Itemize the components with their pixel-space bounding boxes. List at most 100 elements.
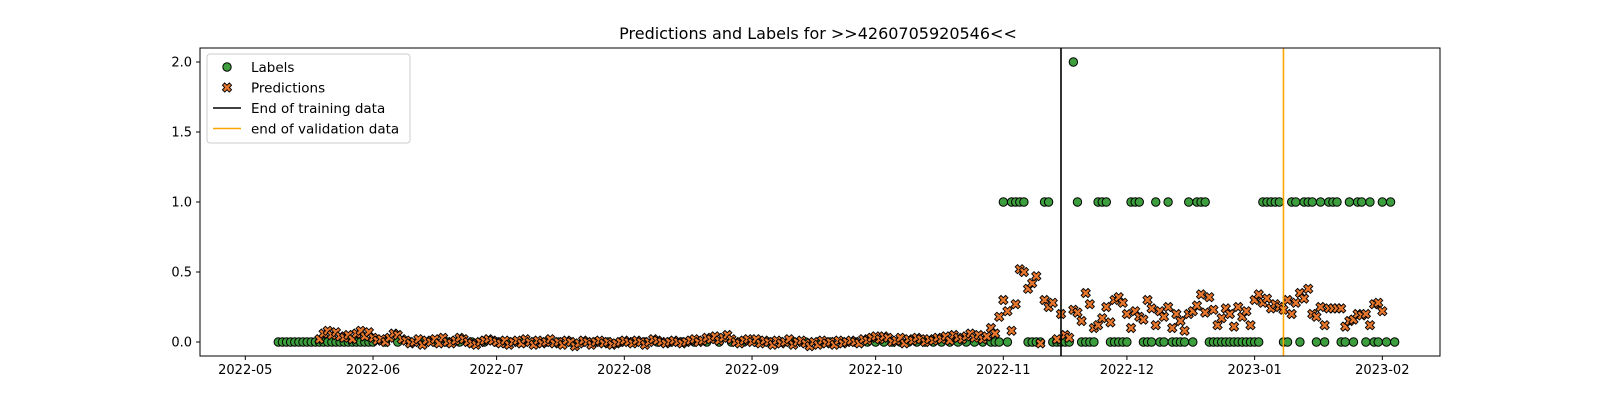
legend-entry: End of training data xyxy=(213,101,385,117)
label-point xyxy=(1184,197,1194,207)
prediction-point xyxy=(993,311,1005,323)
legend-marker-circle xyxy=(222,62,232,72)
prediction-point xyxy=(1179,325,1190,337)
prediction-point xyxy=(1076,315,1087,327)
prediction-point xyxy=(1117,297,1129,309)
label-point xyxy=(1315,197,1326,207)
x-tick-label: 2022-07 xyxy=(469,363,523,378)
label-point xyxy=(1319,337,1330,347)
legend-entry: end of validation data xyxy=(213,122,399,138)
label-point xyxy=(1072,197,1083,207)
label-point xyxy=(1151,197,1161,207)
label-point xyxy=(1200,197,1210,207)
prediction-point xyxy=(1191,300,1203,311)
legend-label: end of validation data xyxy=(251,122,399,138)
label-point xyxy=(1332,197,1342,207)
series-labels xyxy=(273,57,1400,347)
legend-label: Labels xyxy=(251,60,294,76)
prediction-point xyxy=(1286,308,1297,320)
prediction-point xyxy=(1035,338,1046,349)
prediction-point xyxy=(1228,321,1240,332)
prediction-point xyxy=(1018,266,1030,278)
prediction-point xyxy=(1175,315,1186,327)
label-point xyxy=(1344,197,1355,207)
x-tick-label: 2022-05 xyxy=(218,363,272,378)
chart-title: Predictions and Labels for >>42607059205… xyxy=(619,24,1017,43)
prediction-point xyxy=(1105,317,1116,328)
prediction-point xyxy=(1047,297,1058,309)
legend-box xyxy=(206,53,411,144)
label-point xyxy=(1365,197,1375,207)
label-point xyxy=(998,197,1009,207)
legend-entry: Predictions xyxy=(221,81,325,97)
prediction-point xyxy=(1051,333,1063,345)
prediction-point xyxy=(1290,297,1302,309)
prediction-point xyxy=(1311,311,1322,323)
prediction-point xyxy=(1199,307,1211,318)
y-tick-label: 1.0 xyxy=(171,196,192,211)
legend-label: Predictions xyxy=(251,81,325,97)
x-tick-label: 2023-02 xyxy=(1355,363,1409,378)
x-tick-label: 2022-06 xyxy=(346,363,400,378)
x-tick-label: 2023-01 xyxy=(1227,363,1281,378)
x-tick-label: 2022-09 xyxy=(725,363,779,378)
label-point xyxy=(1002,337,1013,347)
label-point xyxy=(1348,337,1359,347)
prediction-point xyxy=(1360,308,1372,320)
label-point xyxy=(1282,337,1293,347)
prediction-point xyxy=(1232,301,1244,313)
prediction-point xyxy=(1241,305,1252,317)
label-point xyxy=(1361,337,1371,347)
prediction-point xyxy=(1216,312,1227,324)
prediction-point xyxy=(1302,283,1314,295)
prediction-point xyxy=(1006,325,1017,337)
label-point xyxy=(1385,197,1396,207)
x-tick-label: 2022-11 xyxy=(976,363,1030,378)
plot-area xyxy=(273,48,1400,356)
prediction-point xyxy=(1282,294,1293,306)
label-point xyxy=(1373,337,1383,347)
label-point xyxy=(994,337,1004,347)
label-point xyxy=(1389,337,1400,347)
legend-label: End of training data xyxy=(251,101,385,117)
label-point xyxy=(1340,337,1350,347)
label-point xyxy=(1188,337,1198,347)
y-tick-label: 0.5 xyxy=(171,266,192,281)
label-point xyxy=(1291,197,1301,207)
prediction-point xyxy=(1261,293,1273,304)
label-point xyxy=(1274,197,1285,207)
label-point xyxy=(1311,337,1322,347)
prediction-point xyxy=(1315,301,1326,313)
prediction-point xyxy=(1245,319,1256,331)
label-point xyxy=(1068,57,1079,67)
prediction-point xyxy=(1162,301,1174,313)
label-point xyxy=(1134,197,1144,207)
label-point xyxy=(1381,337,1392,347)
y-tick-label: 0.0 xyxy=(171,336,192,351)
prediction-point xyxy=(1204,291,1215,303)
label-point xyxy=(1377,197,1388,207)
x-tick-label: 2022-12 xyxy=(1100,363,1154,378)
label-point xyxy=(1101,197,1112,207)
label-point xyxy=(1254,337,1264,347)
label-point xyxy=(1089,337,1099,347)
prediction-point xyxy=(1142,294,1153,306)
label-point xyxy=(1357,197,1367,207)
label-point xyxy=(1295,337,1305,347)
y-tick-label: 1.5 xyxy=(171,126,192,141)
prediction-point xyxy=(1364,319,1376,331)
label-point xyxy=(1179,337,1190,347)
y-tick-label: 2.0 xyxy=(171,56,192,71)
label-point xyxy=(1043,197,1054,207)
prediction-point xyxy=(1138,314,1149,325)
prediction-point xyxy=(1125,322,1137,334)
prediction-point xyxy=(998,294,1009,306)
prediction-point xyxy=(1158,311,1170,323)
axes: 2022-05 2022-06 2022-07 2022-08 2022-09 2022-… xyxy=(171,47,1441,378)
prediction-point xyxy=(1335,303,1347,314)
prediction-point xyxy=(1121,308,1133,320)
prediction-point xyxy=(1224,308,1236,320)
prediction-point xyxy=(1096,312,1108,324)
prediction-point xyxy=(1146,303,1157,314)
